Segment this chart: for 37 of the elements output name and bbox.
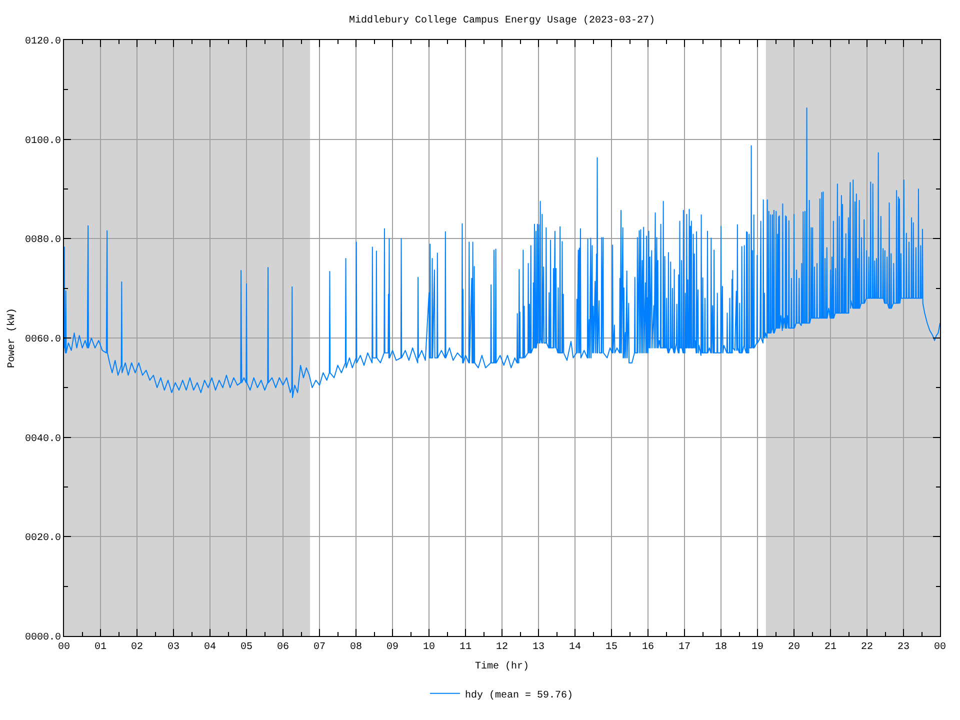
x-tick-label: 01 (94, 642, 107, 653)
x-axis-title: Time (hr) (474, 660, 530, 672)
x-tick-label: 05 (240, 642, 253, 653)
x-tick-label: 22 (860, 642, 874, 653)
x-tick-label: 20 (788, 642, 800, 653)
y-tick-label: 0120.0 (24, 36, 61, 48)
x-tick-label: 16 (642, 642, 654, 653)
x-tick-label: 13 (532, 642, 545, 653)
x-tick-label: 06 (276, 642, 290, 653)
y-axis-title: Power (kW) (6, 308, 18, 368)
x-tick-label: 17 (678, 642, 691, 653)
y-tick-label: 0080.0 (24, 235, 61, 246)
x-tick-label: 02 (130, 642, 144, 653)
line-series (64, 108, 940, 398)
y-tick-label: 0020.0 (24, 533, 61, 544)
x-tick-label: 14 (568, 642, 582, 653)
y-tick-label: 0000.0 (24, 632, 61, 644)
x-tick-label: 23 (897, 642, 910, 653)
x-tick-label: 10 (422, 642, 436, 653)
y-tick-label: 0040.0 (24, 434, 61, 445)
x-tick-label: 03 (167, 642, 180, 653)
x-tick-label: 15 (605, 642, 618, 653)
x-tick-label: 12 (496, 642, 508, 653)
x-tick-label: 00 (934, 642, 946, 653)
x-tick-label: 19 (751, 642, 764, 653)
x-tick-label: 00 (58, 642, 70, 653)
x-tick-label: 07 (313, 642, 326, 653)
y-tick-label: 0100.0 (24, 136, 61, 147)
x-tick-label: 09 (386, 642, 399, 653)
y-tick-label: 0060.0 (24, 334, 61, 346)
legend-label: hdy (mean = 59.76) (465, 689, 574, 702)
x-tick-label: 21 (824, 642, 837, 653)
x-tick-label: 04 (204, 642, 216, 653)
chart-title: Middlebury College Campus Energy Usage (2023-03-27) (348, 14, 656, 26)
x-tick-label: 08 (350, 642, 362, 653)
x-tick-label: 18 (714, 642, 728, 653)
x-tick-label: 11 (459, 642, 472, 653)
